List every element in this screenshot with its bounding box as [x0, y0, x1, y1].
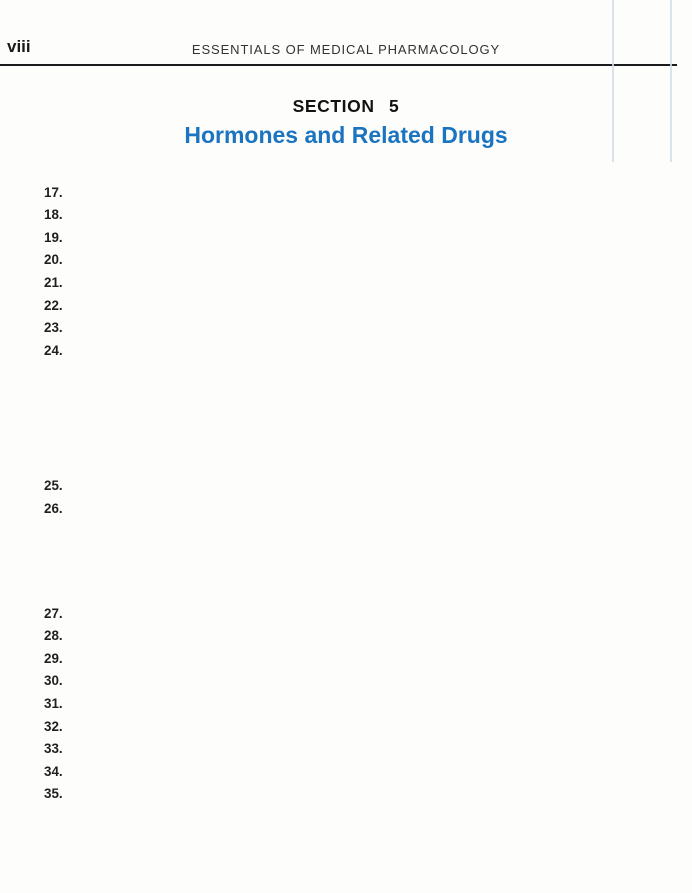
entry-number: 34. — [44, 763, 63, 779]
toc-section: SECTION 5 Hormones and Related Drugs Int… — [0, 96, 692, 893]
entry-number: 27. — [44, 605, 63, 621]
entry-number: 23. — [44, 320, 63, 336]
toc-entry: 21. Androgens and Related Drugs, Drugs f… — [0, 273, 692, 893]
section-entries: 25. Skeletal Muscle Relaxants 373 26. Lo… — [0, 478, 692, 893]
entry-number: 32. — [44, 718, 63, 734]
section-title-line: Hormones and Related Drugs — [184, 122, 508, 148]
entry-number: 35. — [44, 786, 63, 802]
toc-entry: 20. Corticosteroids 306 — [0, 252, 692, 893]
entry-number: 19. — [44, 229, 63, 245]
entry-number: 17. — [44, 184, 63, 200]
toc-entry: 35. CNS Stimulants and Cognition Enhance… — [0, 786, 692, 893]
toc-entry: 30. Antiepileptic Drugs 438 — [0, 673, 692, 893]
toc-entry: 32. Drugs Used in Mental Illness: Antips… — [0, 718, 692, 893]
toc-entry: 27. General Anaesthetics 399 — [0, 605, 692, 893]
entry-number: 33. — [44, 741, 63, 757]
toc-entry: 19. Insulin, Oral Antidiabetic Drugs and… — [0, 229, 692, 893]
running-header: ESSENTIALS OF MEDICAL PHARMACOLOGY — [191, 42, 501, 57]
toc-section: SECTION 7 Drugs Acting on Central Nervou… — [0, 540, 692, 893]
section-title: Hormones and Related Drugs — [0, 120, 692, 151]
entry-number: 20. — [44, 252, 63, 268]
section-entries: Introduction 255 17. Anterior Pituitary … — [0, 162, 692, 893]
toc-entry: 31. Antiparkinsonian Drugs 452 — [0, 695, 692, 893]
entry-number: 29. — [44, 650, 63, 666]
toc-entry: 25. Skeletal Muscle Relaxants 373 — [0, 478, 692, 893]
entry-number: 31. — [44, 695, 63, 711]
entry-number: 21. — [44, 274, 63, 290]
toc-entry: 17. Anterior Pituitary Hormones 257 — [0, 184, 692, 893]
page-number: viii — [7, 37, 31, 56]
section-label: SECTION 5 — [292, 96, 400, 116]
toc-entry: Introduction 255 — [0, 162, 692, 893]
toc-entry: 29. Sedative-Hypnotics 424 — [0, 650, 692, 893]
header-rule — [0, 64, 677, 66]
entry-number: 26. — [44, 500, 63, 516]
toc-sections: SECTION 5 Hormones and Related Drugs Int… — [0, 96, 692, 893]
entry-number: 28. — [44, 628, 63, 644]
section-entries: 27. General Anaesthetics 399 28. Ethyl a… — [0, 605, 692, 893]
toc-entry: 23. Oxytocin and Other Drugs Acting on U… — [0, 319, 692, 893]
toc-entry: 24. Hormones and Drugs Affecting Calcium… — [0, 341, 692, 893]
entry-number: 24. — [44, 342, 63, 358]
entry-number: 18. — [44, 207, 63, 223]
toc-entry: 18. Thyroid Hormones and Thyroid Inhibit… — [0, 207, 692, 893]
toc-entry: 28. Ethyl and Methyl Alcohols 415 — [0, 628, 692, 893]
entry-number: 30. — [44, 673, 63, 689]
toc-entry: 26. Local Anaesthetics 386 — [0, 500, 692, 893]
entry-number: 25. — [44, 478, 63, 494]
toc-entry: 34. Opioid Analgesics and Antagonists 49… — [0, 763, 692, 893]
toc-entry: 33. Drugs Used in Mental Illness: Antide… — [0, 741, 692, 893]
entry-number: 22. — [44, 297, 63, 313]
toc-entry: 22. Estrogens, Progestins and Contracept… — [0, 296, 692, 893]
entry-page: 515 — [76, 786, 692, 893]
